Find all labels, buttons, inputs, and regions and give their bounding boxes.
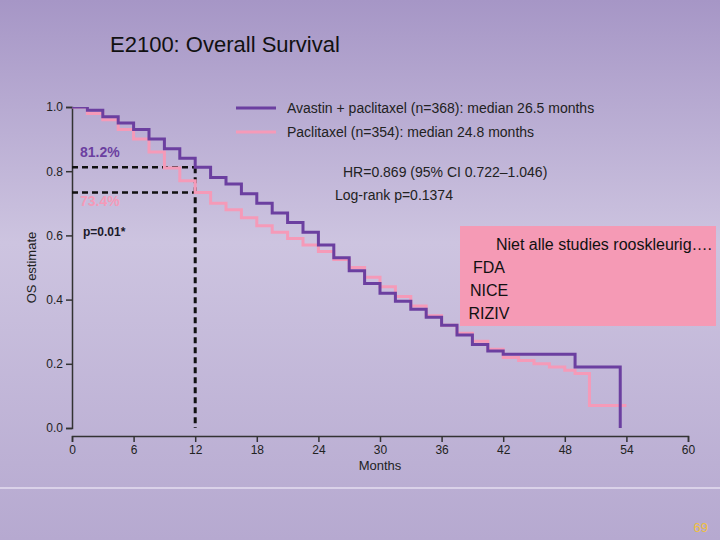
title: E2100: Overall Survival xyxy=(110,32,340,57)
x-tick-label: 30 xyxy=(374,443,388,457)
y-tick-mark xyxy=(66,235,72,237)
x-tick-mark xyxy=(133,436,135,442)
note-box-bg xyxy=(460,226,716,326)
x-tick-mark xyxy=(257,436,259,442)
note-line: NICE xyxy=(470,282,508,299)
y-tick: 0.0 xyxy=(46,421,72,435)
note-title: Niet alle studies rooskleurig…. xyxy=(496,236,712,253)
note-box: Niet alle studies rooskleurig…. FDA NICE RI… xyxy=(460,226,716,326)
x-tick: 60 xyxy=(682,436,696,457)
y-tick: 1.0 xyxy=(46,100,72,114)
y-tick: 0.8 xyxy=(46,165,72,179)
y-tick-label: 0.6 xyxy=(46,229,63,243)
x-tick-mark xyxy=(318,436,320,442)
landmark-v-line xyxy=(194,167,197,428)
legend: Avastin + paclitaxel (n=368): median 26.… xyxy=(236,100,594,140)
x-tick: 48 xyxy=(559,436,573,457)
x-tick-label: 54 xyxy=(620,443,634,457)
y-tick-label: 0.4 xyxy=(46,293,63,307)
x-tick-label: 0 xyxy=(69,443,76,457)
x-axis-line xyxy=(73,437,689,443)
y-tick-mark xyxy=(66,364,72,366)
x-tick-mark xyxy=(503,436,505,442)
y-tick: 0.4 xyxy=(46,293,72,307)
y-tick-label: 0.8 xyxy=(46,165,63,179)
y-tick-mark xyxy=(66,107,72,109)
page-number: 69 xyxy=(694,520,708,535)
landmark-label: 73.4% xyxy=(80,193,120,209)
y-tick: 0.2 xyxy=(46,357,72,371)
y-axis-line xyxy=(66,108,73,429)
y-axis-title: OS estimate xyxy=(24,232,39,304)
note-line: FDA xyxy=(473,259,505,276)
x-tick-mark xyxy=(195,436,197,442)
legend-swatch xyxy=(236,131,276,134)
x-tick-mark xyxy=(441,436,443,442)
y-tick-label: 0.0 xyxy=(46,421,63,435)
statistic: HR=0.869 (95% CI 0.722–1.046) xyxy=(343,164,547,180)
y-tick-mark xyxy=(66,171,72,173)
x-tick-label: 24 xyxy=(312,443,326,457)
y-tick-mark xyxy=(66,299,72,301)
x-tick-label: 6 xyxy=(131,443,138,457)
x-tick-label: 48 xyxy=(559,443,573,457)
x-tick: 0 xyxy=(69,436,76,457)
x-tick: 36 xyxy=(435,436,449,457)
note-line: RIZIV xyxy=(469,305,510,322)
x-axis: 0 6 12 18 24 30 36 42 48 54 60 xyxy=(69,436,695,457)
x-tick: 30 xyxy=(374,436,388,457)
x-axis-title: Months xyxy=(359,458,402,473)
x-tick: 54 xyxy=(620,436,634,457)
x-tick-mark xyxy=(626,436,628,442)
x-tick-label: 42 xyxy=(497,443,511,457)
x-tick-mark xyxy=(72,436,74,442)
chart: E2100: Overall Survival 0 6 12 18 24 30 36 42 48 5… xyxy=(0,0,720,540)
x-tick-label: 60 xyxy=(682,443,696,457)
landmark-label: 81.2% xyxy=(80,144,120,160)
p-value: p=0.01* xyxy=(83,225,126,239)
legend-label: Paclitaxel (n=354): median 24.8 months xyxy=(287,124,534,140)
x-tick: 12 xyxy=(189,436,203,457)
x-tick: 42 xyxy=(497,436,511,457)
background xyxy=(0,0,720,540)
y-tick-label: 0.2 xyxy=(46,357,63,371)
legend-label: Avastin + paclitaxel (n=368): median 26.… xyxy=(287,100,594,116)
y-tick-mark xyxy=(66,428,72,430)
statistic: Log-rank p=0.1374 xyxy=(335,187,453,203)
footer-rule xyxy=(0,487,720,489)
y-tick: 0.6 xyxy=(46,229,72,243)
x-tick-mark xyxy=(688,436,690,442)
x-tick-mark xyxy=(565,436,567,442)
x-tick-mark xyxy=(380,436,382,442)
x-tick: 18 xyxy=(251,436,265,457)
y-tick-label: 1.0 xyxy=(46,100,63,114)
x-tick: 6 xyxy=(131,436,138,457)
y-axis: 0.0 0.2 0.4 0.6 0.8 1.0 xyxy=(46,100,72,435)
x-tick-label: 36 xyxy=(435,443,449,457)
x-tick: 24 xyxy=(312,436,326,457)
legend-swatch xyxy=(236,107,276,110)
x-tick-label: 12 xyxy=(189,443,203,457)
x-tick-label: 18 xyxy=(251,443,265,457)
